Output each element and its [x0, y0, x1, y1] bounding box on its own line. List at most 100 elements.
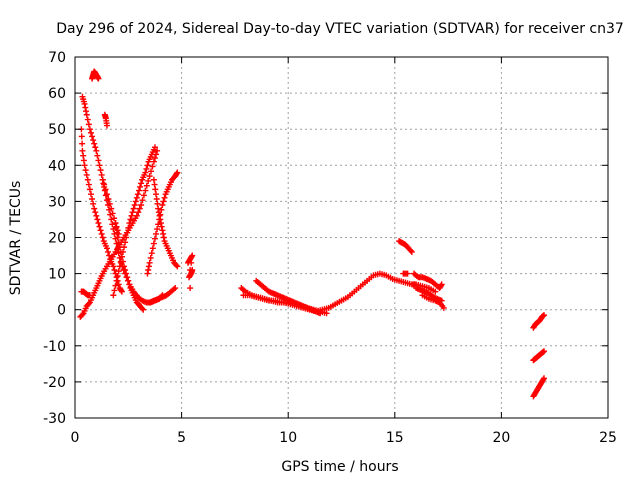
data-point [124, 274, 131, 281]
x-tick-label: 5 [177, 430, 186, 446]
data-point [151, 155, 158, 162]
data-point [86, 186, 93, 193]
data-point [138, 180, 145, 187]
y-tick-label: -10 [43, 339, 66, 355]
data-point [100, 180, 107, 187]
data-point [112, 282, 119, 289]
data-point [145, 263, 152, 270]
data-point [149, 245, 156, 252]
data-point [189, 266, 196, 273]
data-point [105, 248, 112, 255]
data-point [143, 165, 150, 172]
data-point [126, 281, 133, 288]
data-point [317, 310, 324, 317]
series-arc-w [530, 312, 548, 331]
data-point [146, 173, 153, 180]
data-point [133, 194, 140, 201]
data-point [118, 288, 125, 295]
data-point [139, 305, 146, 312]
data-point [97, 167, 104, 174]
data-point [95, 75, 102, 82]
data-point [144, 270, 151, 277]
data-point [135, 209, 142, 216]
series-arc-g [77, 147, 161, 320]
y-tick-label: 40 [48, 158, 66, 174]
data-point [111, 287, 118, 294]
x-tick-label: 15 [386, 430, 404, 446]
data-point [160, 198, 167, 205]
data-point [407, 247, 414, 254]
series-arc-q [253, 277, 324, 317]
data-point [101, 187, 108, 194]
y-tick-label: 20 [48, 231, 66, 247]
chart-title: Day 296 of 2024, Sidereal Day-to-day VTE… [56, 21, 624, 37]
data-point [112, 220, 119, 227]
data-point [143, 182, 150, 189]
data-point [110, 263, 117, 270]
data-points [77, 68, 548, 400]
data-point [84, 176, 91, 183]
data-point [123, 270, 130, 277]
data-point [95, 220, 102, 227]
y-tick-label: 30 [48, 194, 66, 210]
data-point [160, 230, 167, 237]
data-point [105, 202, 112, 209]
data-point [85, 121, 92, 128]
data-point [130, 205, 137, 212]
data-point [90, 137, 97, 144]
data-point [172, 285, 179, 292]
data-point [140, 192, 147, 199]
data-point [121, 263, 128, 270]
series-arc-c [89, 68, 102, 82]
series-arc-a [78, 126, 125, 295]
data-point [79, 147, 86, 154]
data-point [142, 187, 149, 194]
data-point [99, 176, 106, 183]
data-point [87, 191, 94, 198]
data-point [82, 167, 89, 174]
data-point [128, 212, 135, 219]
data-point [437, 282, 444, 289]
data-point [432, 288, 439, 295]
data-point [153, 230, 160, 237]
data-point [84, 116, 91, 123]
data-point [145, 266, 152, 273]
series-arc-d [101, 111, 110, 129]
data-point [85, 300, 92, 307]
data-point [90, 200, 97, 207]
data-point [106, 252, 113, 259]
data-point [103, 197, 110, 204]
data-point [154, 226, 161, 233]
data-point [111, 215, 118, 222]
data-point [438, 281, 445, 288]
x-axis-label: GPS time / hours [281, 459, 398, 475]
data-point [150, 240, 157, 247]
data-point [155, 205, 162, 212]
x-tick-label: 25 [599, 430, 617, 446]
data-point [115, 268, 122, 275]
data-point [132, 198, 139, 205]
data-point [92, 144, 99, 151]
data-point [96, 162, 103, 169]
data-point [174, 169, 181, 176]
data-point [541, 312, 548, 319]
data-point [96, 223, 103, 230]
series-arc-m [184, 252, 196, 281]
data-point [157, 220, 164, 227]
data-point [115, 239, 122, 246]
series-arc-n [187, 285, 194, 292]
data-point [122, 266, 129, 273]
series-arc-r [396, 238, 415, 255]
data-point [189, 252, 196, 259]
data-point [89, 195, 96, 202]
data-point [155, 209, 162, 216]
data-point [118, 253, 125, 260]
data-point [154, 200, 161, 207]
data-point [113, 224, 120, 231]
data-point [117, 248, 124, 255]
data-point [91, 140, 98, 147]
data-point [159, 202, 166, 209]
data-point [140, 306, 147, 313]
data-point [85, 181, 92, 188]
